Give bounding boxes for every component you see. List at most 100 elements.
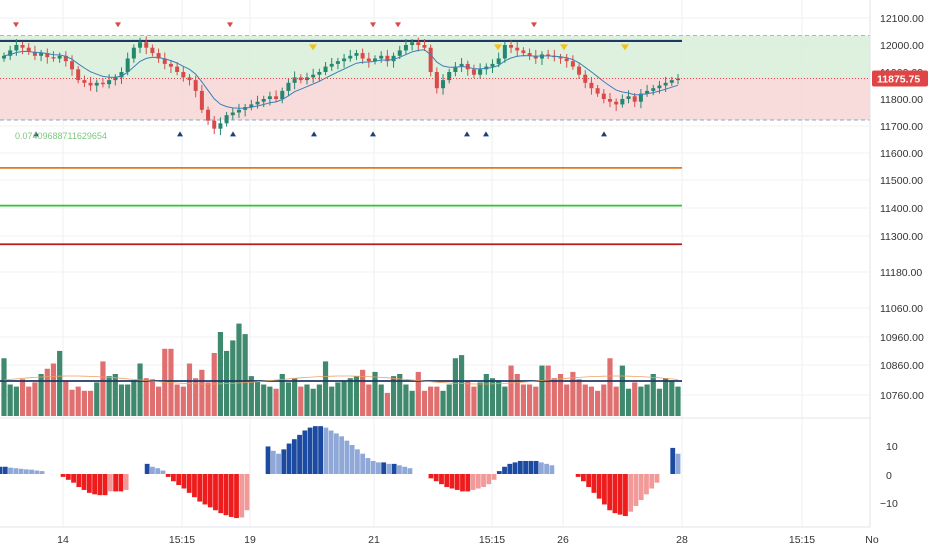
histogram-bar[interactable] [596,474,602,499]
candle-body[interactable] [236,109,241,113]
volume-bar[interactable] [595,390,601,416]
histogram-bar[interactable] [107,474,113,492]
candle-body[interactable] [168,63,173,67]
histogram-bar[interactable] [465,474,471,492]
histogram-bar[interactable] [197,474,203,502]
histogram-bar[interactable] [118,474,124,492]
candle-body[interactable] [391,55,396,62]
volume-bar[interactable] [125,384,131,417]
candle-body[interactable] [434,72,439,89]
volume-bar[interactable] [625,388,632,416]
histogram-bar[interactable] [397,465,402,474]
volume-bar[interactable] [638,386,644,416]
volume-bar[interactable] [143,378,149,416]
histogram-bar[interactable] [39,471,45,474]
volume-bar[interactable] [619,365,625,416]
candle-body[interactable] [45,53,50,58]
histogram-bar[interactable] [34,470,40,474]
candle-body[interactable] [63,55,68,62]
volume-bar[interactable] [322,361,329,416]
last-price-badge[interactable]: 11875.75 [872,70,928,87]
histogram-bar[interactable] [407,468,413,474]
volume-bar[interactable] [217,332,224,416]
histogram-bar[interactable] [297,434,302,474]
candle-body[interactable] [138,42,143,48]
histogram-bar[interactable] [633,474,639,506]
volume-bar[interactable] [329,386,335,416]
histogram-bar[interactable] [281,449,287,474]
volume-bar[interactable] [38,374,44,416]
candle-body[interactable] [651,88,656,91]
volume-bar[interactable] [137,363,143,417]
histogram-bar[interactable] [512,462,518,474]
histogram-bar[interactable] [328,430,334,475]
histogram-bar[interactable] [475,474,481,489]
histogram-bar[interactable] [318,426,324,474]
histogram-bar[interactable] [276,453,281,474]
histogram-bar[interactable] [186,474,192,493]
histogram-bar[interactable] [213,474,218,511]
histogram-bar[interactable] [150,466,155,474]
candle-body[interactable] [502,45,507,59]
volume-bar[interactable] [520,384,527,417]
volume-bar[interactable] [545,365,551,416]
volume-bar[interactable] [434,386,440,416]
candle-body[interactable] [206,109,211,121]
histogram-bar[interactable] [496,471,502,474]
histogram-bar[interactable] [286,443,292,474]
candle-body[interactable] [515,47,520,51]
volume-bar[interactable] [205,382,211,416]
histogram-bar[interactable] [307,427,313,474]
candle-body[interactable] [224,115,229,124]
volume-bar[interactable] [539,365,545,416]
candle-body[interactable] [113,77,118,81]
histogram-bar[interactable] [270,450,276,474]
volume-bar[interactable] [180,386,186,416]
candle-body[interactable] [632,96,637,102]
histogram-bar[interactable] [486,474,492,485]
histogram-bar[interactable] [617,474,623,515]
volume-bar[interactable] [261,384,267,417]
candle-body[interactable] [280,90,285,99]
histogram-bar[interactable] [123,474,129,490]
candle-body[interactable] [100,82,105,85]
volume-bar[interactable] [316,384,322,417]
histogram-bar[interactable] [449,474,455,489]
volume-bar[interactable] [582,384,588,417]
histogram-bar[interactable] [354,449,360,474]
candle-body[interactable] [76,69,81,81]
candle-body[interactable] [403,45,408,51]
volume-bar[interactable] [26,386,32,416]
candle-body[interactable] [51,57,56,59]
volume-bar[interactable] [403,384,409,417]
histogram-bar[interactable] [481,474,486,488]
histogram-bar[interactable] [638,474,644,501]
candle-body[interactable] [595,88,600,94]
histogram-bar[interactable] [433,474,439,482]
candle-body[interactable] [181,72,186,78]
volume-bar[interactable] [588,386,595,416]
histogram-bar[interactable] [302,430,308,475]
histogram-bar[interactable] [344,440,350,474]
volume-bar[interactable] [211,353,217,416]
candle-body[interactable] [82,80,87,83]
candle-body[interactable] [496,58,501,64]
volume-bar[interactable] [508,365,514,416]
histogram-bar[interactable] [97,474,103,496]
volume-bar[interactable] [502,386,508,416]
candle-body[interactable] [397,50,402,56]
volume-bar[interactable] [372,371,378,416]
candle-body[interactable] [2,55,6,59]
candle-body[interactable] [638,93,643,102]
histogram-bar[interactable] [675,453,681,474]
volume-bar[interactable] [471,386,477,416]
histogram-bar[interactable] [612,474,618,514]
histogram-bar[interactable] [349,445,355,474]
volume-bar[interactable] [7,384,13,417]
volume-bar[interactable] [193,378,199,416]
volume-bar[interactable] [118,384,125,417]
candle-body[interactable] [329,63,334,67]
histogram-bar[interactable] [376,462,381,474]
volume-bar[interactable] [644,384,650,417]
